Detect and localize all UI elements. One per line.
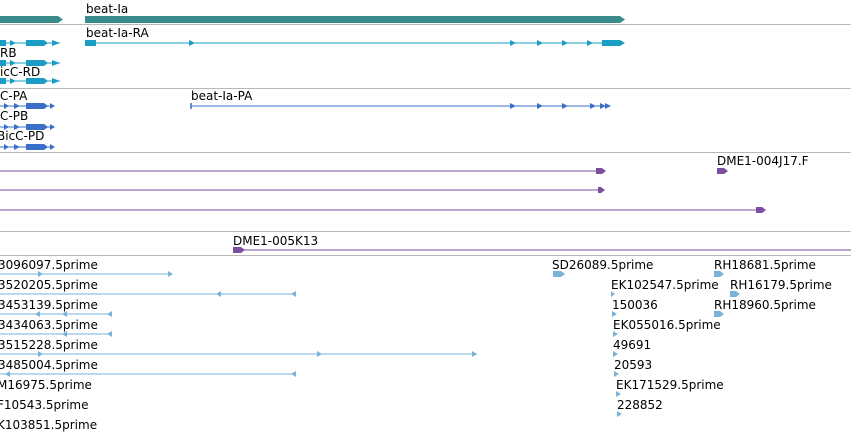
est-label: EK102547.5prime	[611, 278, 719, 292]
est-label: K103851.5prime	[0, 418, 98, 432]
est-label: 3096097.5prime	[0, 258, 98, 272]
transcript-track	[0, 40, 625, 84]
est-feature[interactable]	[613, 331, 618, 337]
clone-feature[interactable]	[0, 187, 605, 193]
transcript-feature[interactable]	[0, 40, 60, 46]
clone-label: DME1-005K13	[233, 234, 319, 248]
est-feature-rh18681[interactable]	[714, 271, 724, 277]
protein-track	[0, 103, 611, 150]
est-label: EK055016.5prime	[613, 318, 721, 332]
est-feature[interactable]	[0, 351, 477, 357]
est-label: 228852	[617, 398, 663, 412]
est-label: 3515228.5prime	[0, 338, 98, 352]
track-separator	[0, 255, 851, 256]
est-label: 3434063.5prime	[0, 318, 98, 332]
est-feature[interactable]	[0, 311, 112, 317]
est-feature[interactable]	[0, 271, 173, 277]
clone-feature[interactable]	[0, 207, 766, 213]
protein-feature[interactable]	[0, 144, 55, 150]
clone-feature-dme1-004j17[interactable]	[717, 168, 728, 174]
est-feature[interactable]	[617, 411, 622, 417]
transcript-feature-beat-ia-ra[interactable]	[85, 40, 625, 46]
est-feature-rh18960[interactable]	[714, 311, 724, 317]
est-feature-sd26089[interactable]	[553, 271, 565, 277]
est-label: 49691	[613, 338, 652, 352]
est-track	[0, 271, 740, 417]
gene-feature-beat-ia[interactable]	[85, 16, 625, 23]
clone-feature-dme1-005k13[interactable]	[233, 247, 851, 253]
est-feature[interactable]	[616, 391, 621, 397]
clone-label: DME1-004J17.F	[717, 154, 809, 168]
est-feature[interactable]	[614, 371, 619, 377]
est-feature[interactable]	[611, 291, 615, 297]
est-label: 3453139.5prime	[0, 298, 98, 312]
est-feature-rh16179[interactable]	[730, 291, 740, 297]
est-label: 20593	[614, 358, 653, 372]
transcript-feature[interactable]	[0, 60, 60, 66]
protein-label: beat-Ia-PA	[191, 89, 253, 103]
est-label: 3485004.5prime	[0, 358, 98, 372]
clone-feature[interactable]	[0, 168, 606, 174]
gene-feature[interactable]	[0, 16, 63, 23]
track-separator	[0, 24, 851, 25]
gene-label: beat-Ia	[86, 2, 129, 16]
gene-track	[0, 16, 625, 23]
protein-feature-beat-ia-pa[interactable]	[190, 103, 611, 109]
est-feature[interactable]	[0, 331, 112, 337]
est-feature[interactable]	[0, 291, 296, 297]
est-label: F10543.5prime	[0, 398, 89, 412]
clone-track	[0, 168, 851, 253]
protein-label: C-PA	[0, 89, 28, 103]
protein-feature[interactable]	[0, 124, 55, 130]
est-label: M16975.5prime	[0, 378, 92, 392]
protein-feature[interactable]	[0, 103, 55, 109]
est-feature[interactable]	[613, 351, 618, 357]
est-feature[interactable]	[0, 371, 296, 377]
est-feature[interactable]	[612, 311, 617, 317]
est-label: SD26089.5prime	[552, 258, 654, 272]
track-separator	[0, 231, 851, 232]
est-label: RH16179.5prime	[730, 278, 832, 292]
transcript-label: beat-Ia-RA	[86, 26, 149, 40]
est-label: RH18960.5prime	[714, 298, 816, 312]
transcript-label: icC-RD	[0, 65, 41, 79]
est-label: EK171529.5prime	[616, 378, 724, 392]
est-label: 3520205.5prime	[0, 278, 98, 292]
track-separator	[0, 88, 851, 89]
est-label: 150036	[612, 298, 658, 312]
protein-label: C-PB	[0, 109, 29, 123]
transcript-feature[interactable]	[0, 78, 60, 84]
protein-label: BicC-PD	[0, 129, 45, 143]
transcript-label: RB	[0, 46, 17, 60]
track-separator	[0, 152, 851, 153]
est-label: RH18681.5prime	[714, 258, 816, 272]
